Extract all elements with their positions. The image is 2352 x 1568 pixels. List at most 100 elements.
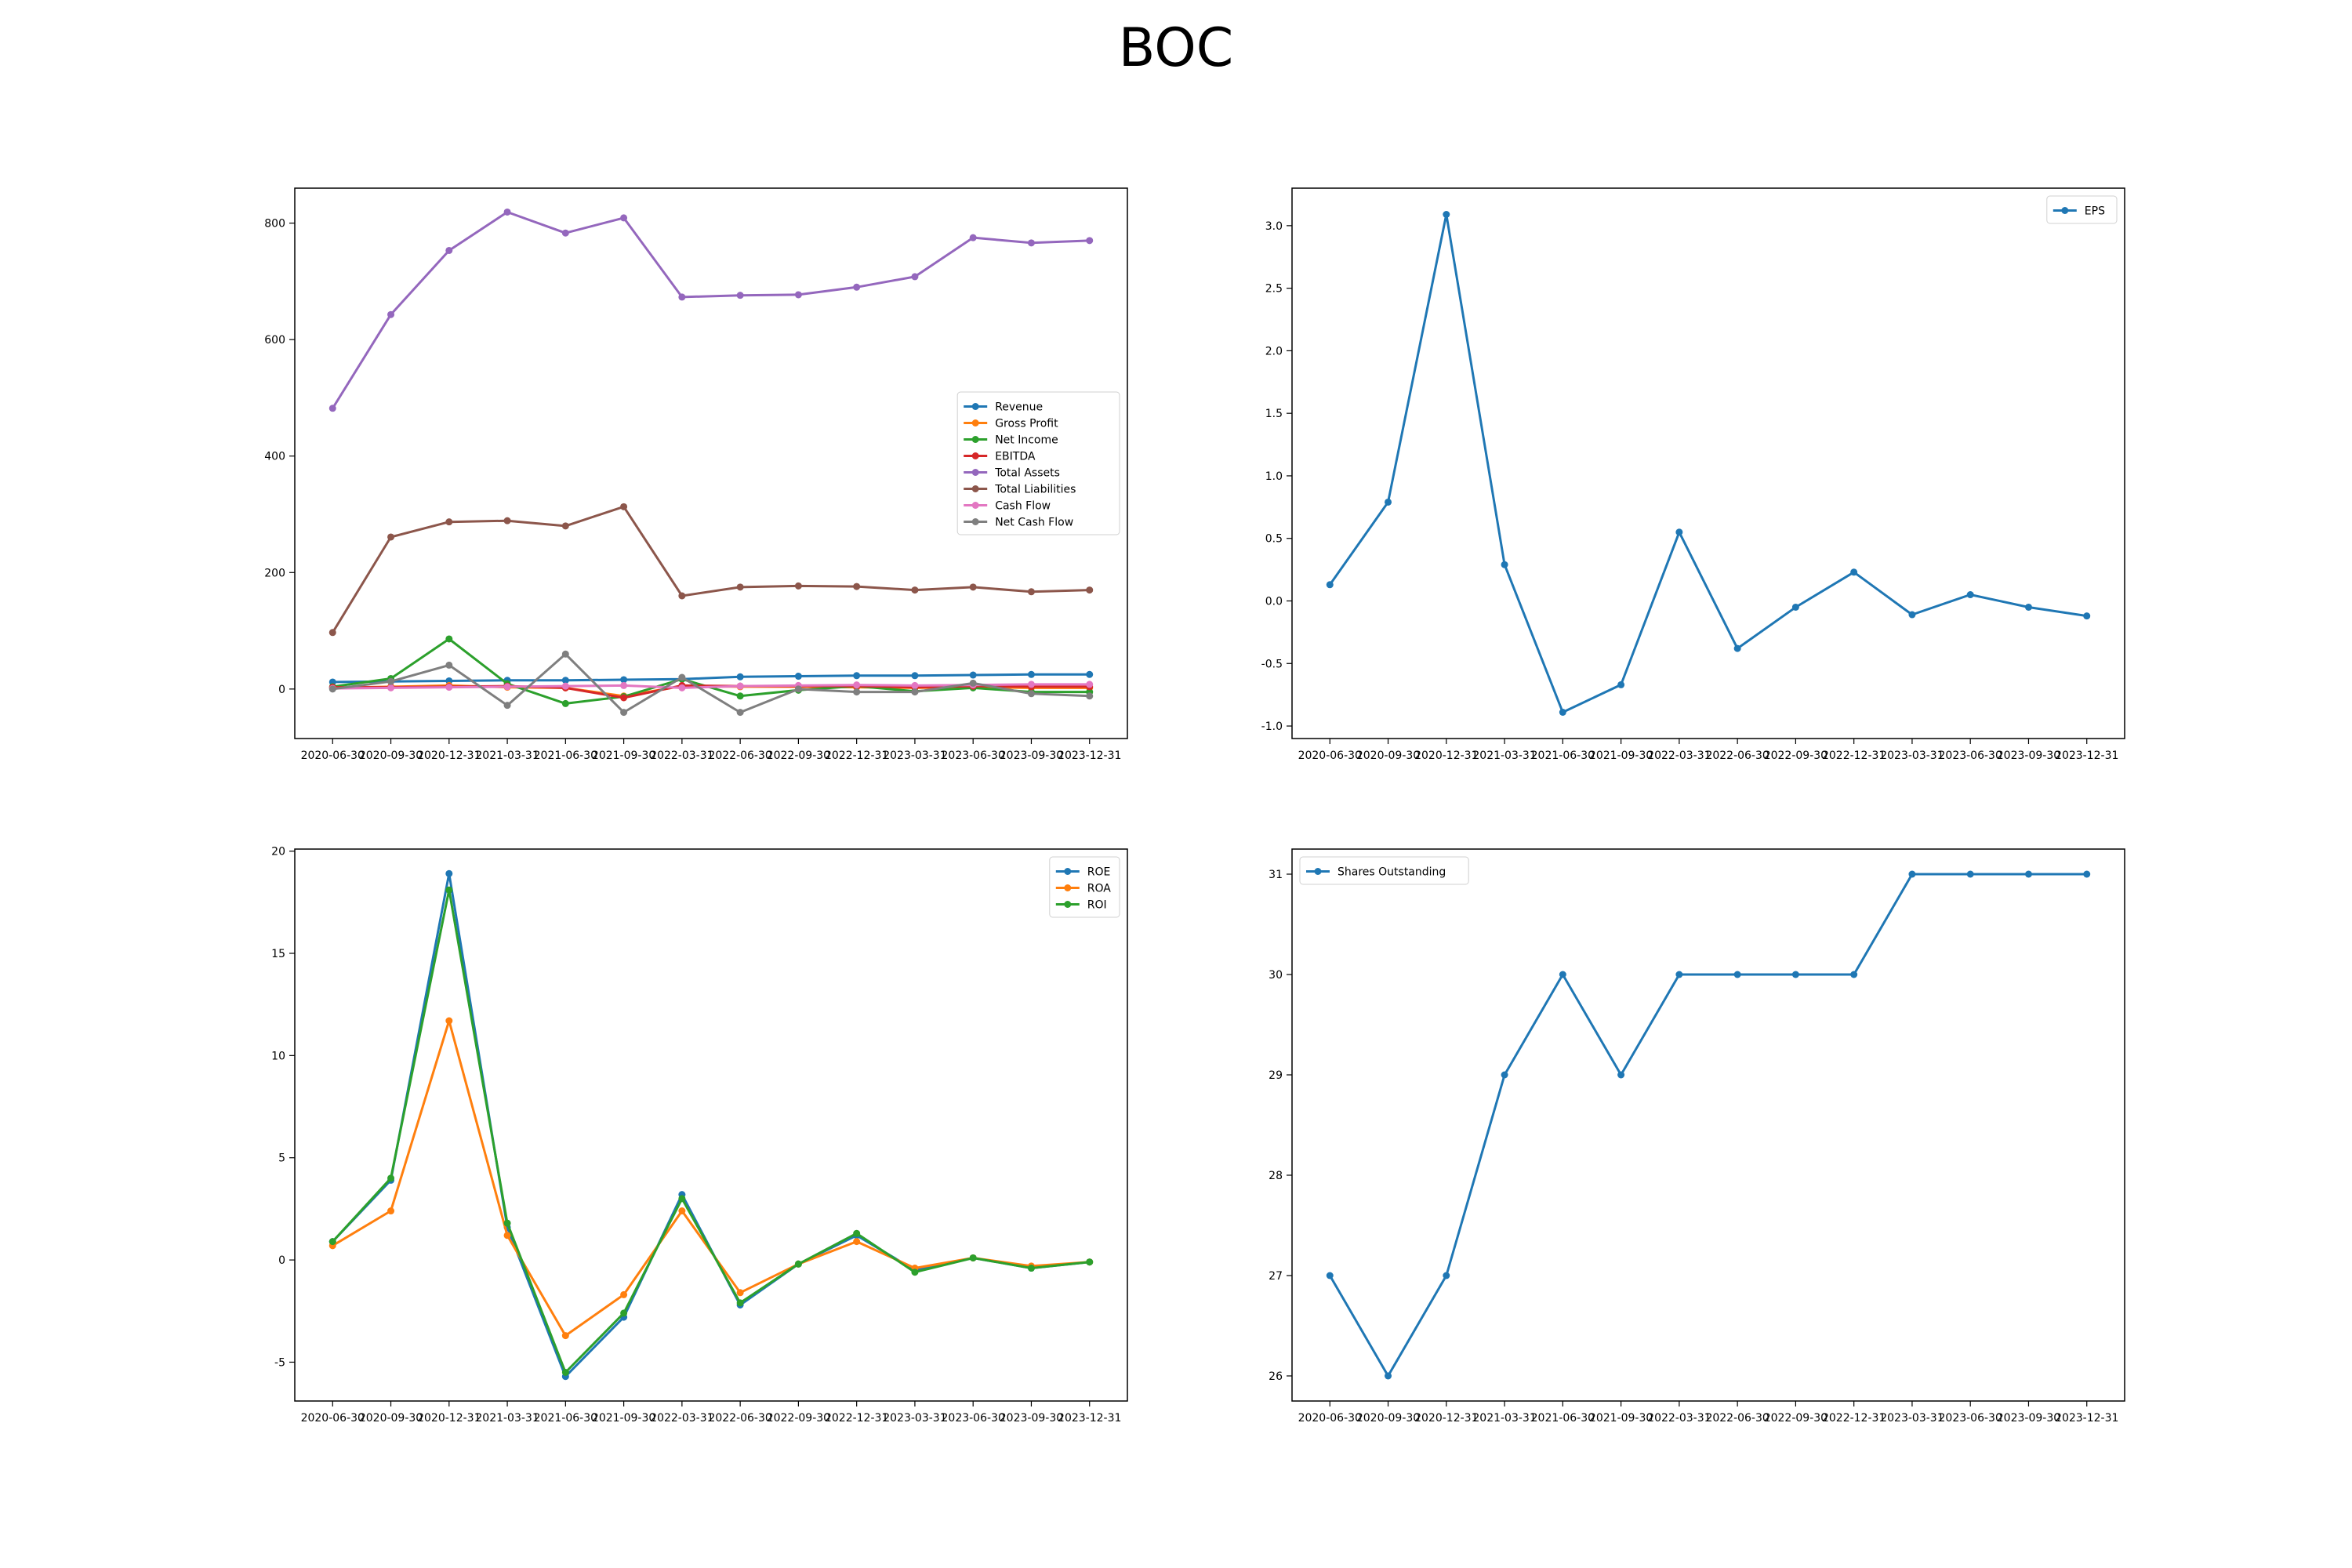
y-tick-label: 1.0 <box>1265 470 1283 483</box>
x-tick-label: 2021-03-31 <box>475 750 539 762</box>
data-point <box>445 684 453 691</box>
y-tick-label: 31 <box>1269 869 1283 881</box>
data-point <box>328 685 336 693</box>
x-tick-label: 2023-09-30 <box>1997 1412 2060 1425</box>
data-point <box>328 1238 336 1246</box>
x-tick-label: 2022-12-31 <box>1822 750 1886 762</box>
data-point <box>1086 670 1094 678</box>
data-point <box>1027 1265 1035 1272</box>
legend-box <box>2046 195 2118 224</box>
data-point <box>445 869 453 877</box>
data-point <box>1966 870 1974 878</box>
data-point <box>328 629 336 637</box>
data-point <box>1559 971 1566 978</box>
data-point <box>853 283 861 291</box>
data-point <box>911 681 919 689</box>
data-point <box>1326 1272 1334 1279</box>
chart-eps: -1.0-0.50.00.51.01.52.02.53.02020-06-302… <box>1261 187 2125 762</box>
y-tick-label: 400 <box>264 451 285 463</box>
data-point <box>387 1207 395 1215</box>
legend-label: EPS <box>2085 205 2105 218</box>
data-point <box>561 1332 569 1340</box>
data-point <box>969 679 977 687</box>
x-tick-label: 2021-06-30 <box>534 1412 597 1425</box>
data-point <box>620 1309 628 1317</box>
data-point <box>445 886 453 894</box>
legend-marker <box>1064 884 1072 891</box>
data-point <box>387 677 395 685</box>
data-point <box>1443 1272 1450 1279</box>
y-tick-label: 800 <box>264 218 285 230</box>
data-point <box>1559 708 1566 716</box>
data-point <box>1791 603 1799 611</box>
data-point <box>620 694 628 702</box>
data-point <box>736 682 744 690</box>
legend-label: Total Assets <box>994 467 1060 480</box>
chart-shares-outstanding: 26 27 28 29 30 31 2020-06-302020-09-302020-12-… <box>1269 848 2125 1425</box>
legend-marker <box>1064 868 1072 875</box>
y-tick-label: 20 <box>271 846 285 858</box>
data-point <box>678 1195 686 1203</box>
x-tick-label: 2020-09-30 <box>359 1412 423 1425</box>
x-tick-label: 2021-03-31 <box>1472 1412 1536 1425</box>
data-point <box>561 522 569 530</box>
x-tick-label: 2023-12-31 <box>2055 1412 2118 1425</box>
y-tick-label: -1.0 <box>1261 720 1283 733</box>
plot-frame <box>294 848 1128 1402</box>
data-point <box>620 503 628 510</box>
data-point <box>620 709 628 717</box>
legend-marker <box>971 452 979 459</box>
x-tick-label: 2020-09-30 <box>1356 1412 1420 1425</box>
x-tick-label: 2023-03-31 <box>883 750 946 762</box>
legend-label: Total Liabilities <box>994 484 1076 496</box>
data-point <box>387 310 395 318</box>
legend-marker <box>971 419 979 426</box>
data-point <box>1086 586 1094 594</box>
x-tick-label: 2023-12-31 <box>2055 750 2118 762</box>
legend-marker <box>2061 207 2069 214</box>
series-line <box>1329 213 2087 713</box>
data-point <box>620 1290 628 1298</box>
y-tick-label: -0.5 <box>1261 658 1283 670</box>
x-tick-label: 2021-09-30 <box>592 750 655 762</box>
data-point <box>736 583 744 591</box>
data-point <box>678 293 686 301</box>
series-line <box>332 888 1090 1374</box>
data-point <box>1086 692 1094 700</box>
data-point <box>2083 612 2091 620</box>
data-point <box>1908 611 1916 619</box>
data-point <box>503 683 511 691</box>
data-point <box>911 688 919 696</box>
data-point <box>794 673 802 681</box>
data-point <box>620 676 628 684</box>
data-point <box>736 692 744 700</box>
y-tick-label: 600 <box>264 334 285 347</box>
data-point <box>969 234 977 241</box>
data-point <box>561 699 569 707</box>
y-tick-label: 26 <box>1269 1370 1283 1383</box>
data-point <box>853 688 861 696</box>
data-point <box>1027 670 1035 678</box>
x-tick-label: 2023-09-30 <box>1000 750 1063 762</box>
legend-label: ROE <box>1087 866 1111 879</box>
x-tick-label: 2021-09-30 <box>1589 750 1653 762</box>
data-point <box>561 677 569 684</box>
data-point <box>328 405 336 412</box>
legend-label: ROA <box>1087 883 1112 895</box>
x-tick-label: 2023-03-31 <box>1880 1412 1944 1425</box>
y-tick-label: 27 <box>1269 1270 1283 1283</box>
x-tick-label: 2020-06-30 <box>301 750 365 762</box>
x-tick-label: 2020-12-31 <box>417 1412 481 1425</box>
legend-label: Cash Flow <box>995 500 1051 513</box>
legend-marker <box>1064 901 1072 908</box>
data-point <box>969 671 977 679</box>
data-point <box>1850 971 1858 978</box>
data-point <box>853 1238 861 1246</box>
data-point <box>1617 681 1625 688</box>
data-point <box>678 592 686 600</box>
data-point <box>678 673 686 681</box>
data-point <box>853 672 861 680</box>
series-line <box>332 872 1090 1378</box>
y-tick-label: 29 <box>1269 1069 1283 1082</box>
data-point <box>911 672 919 680</box>
